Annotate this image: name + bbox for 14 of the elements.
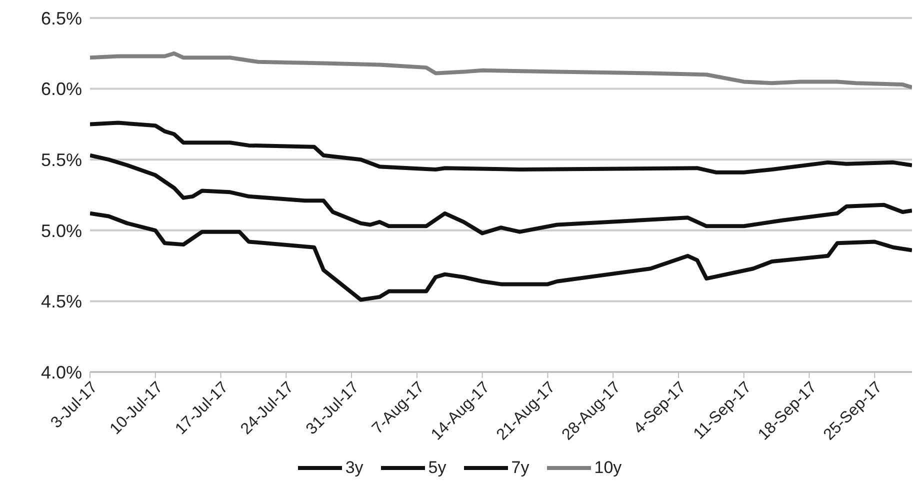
line-series (90, 153, 912, 236)
line-series (90, 120, 912, 174)
line-series (90, 211, 912, 302)
legend-label: 5y (428, 458, 446, 478)
y-tick-label: 6.0% (40, 79, 82, 100)
y-tick-label: 4.0% (40, 362, 82, 382)
line-series (90, 51, 912, 90)
legend-label: 7y (511, 458, 530, 478)
y-tick-label: 4.5% (40, 292, 82, 312)
legend-label: 10y (594, 458, 622, 478)
legend-label: 3y (345, 458, 364, 478)
y-tick-label: 5.0% (40, 220, 82, 241)
y-tick-label: 6.5% (40, 8, 82, 28)
y-tick-label: 5.5% (40, 150, 82, 170)
